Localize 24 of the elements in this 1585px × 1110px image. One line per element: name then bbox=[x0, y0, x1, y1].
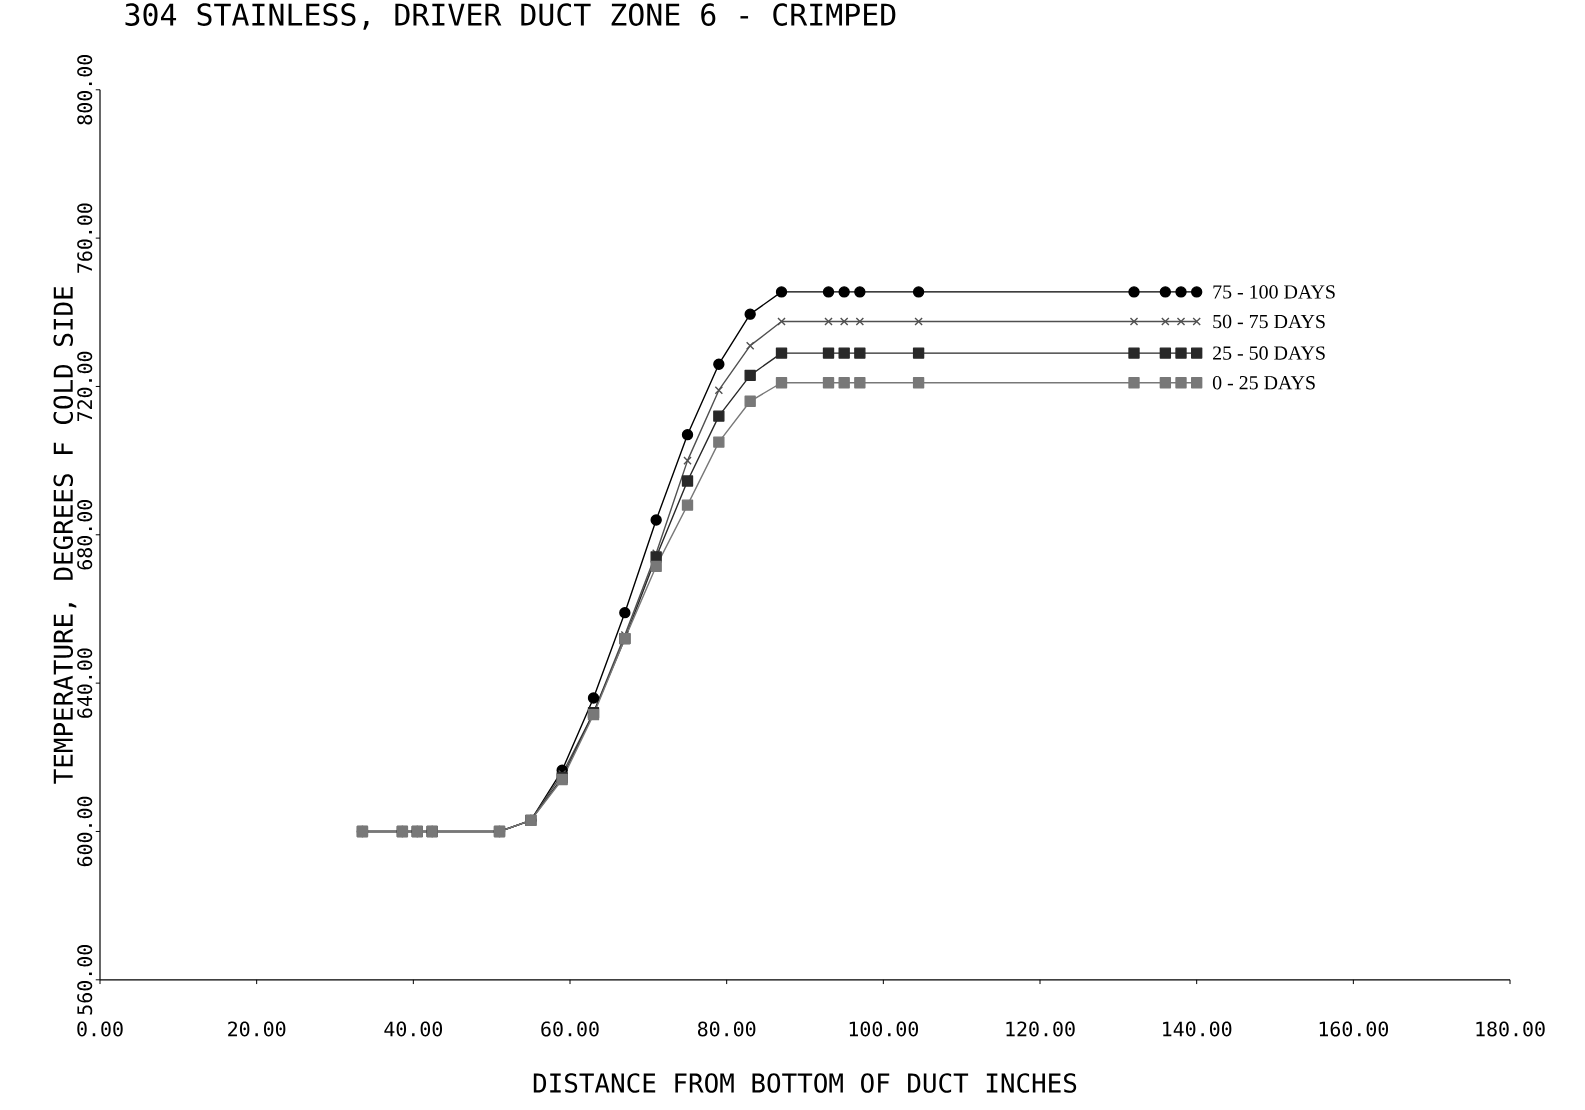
x-axis-title: DISTANCE FROM BOTTOM OF DUCT INCHES bbox=[533, 1073, 1077, 1093]
x-tick-label: 100.00 bbox=[849, 1021, 919, 1037]
x-tick-label: 40.00 bbox=[384, 1021, 443, 1037]
x-tick-label: 140.00 bbox=[1163, 1021, 1232, 1037]
series-label: 0 - 25 DAYS bbox=[1212, 376, 1315, 390]
x-tick-label: 60.00 bbox=[541, 1021, 599, 1037]
chart-title: 304 STAINLESS, DRIVER DUCT ZONE 6 - CRIMPED bbox=[125, 3, 896, 30]
y-tick-label: 600.00 bbox=[77, 796, 93, 867]
y-tick-label: 800.00 bbox=[77, 55, 93, 125]
series-label: 75 - 100 DAYS bbox=[1213, 285, 1335, 299]
series-label: 50 - 75 DAYS bbox=[1213, 314, 1325, 329]
y-tick-label: 760.00 bbox=[77, 203, 93, 273]
x-tick-label: 120.00 bbox=[1006, 1021, 1075, 1037]
y-axis-title: TEMPERATURE, DEGREES F COLD SIDE bbox=[53, 287, 77, 784]
y-tick-label: 720.00 bbox=[77, 351, 93, 422]
x-tick-label: 180.00 bbox=[1476, 1021, 1545, 1037]
x-tick-label: 160.00 bbox=[1319, 1021, 1389, 1037]
series-label: 25 - 50 DAYS bbox=[1213, 346, 1325, 360]
y-tick-label: 560.00 bbox=[77, 945, 93, 1015]
y-tick-label: 680.00 bbox=[77, 500, 93, 570]
x-tick-label: 80.00 bbox=[697, 1021, 756, 1037]
y-tick-label: 640.00 bbox=[77, 648, 93, 718]
x-tick-label: 0.00 bbox=[77, 1021, 123, 1037]
x-tick-label: 20.00 bbox=[228, 1021, 286, 1037]
